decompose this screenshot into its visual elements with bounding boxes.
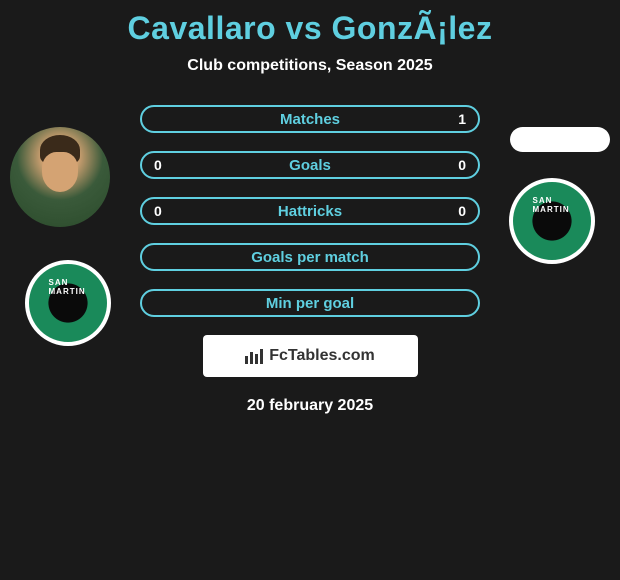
stat-label-goals: Goals xyxy=(289,157,331,174)
stat-label-gpm: Goals per match xyxy=(251,249,369,266)
player-avatar-right xyxy=(510,127,610,152)
stat-left-hattricks: 0 xyxy=(154,203,162,219)
page-title: Cavallaro vs GonzÃ¡lez xyxy=(0,10,620,47)
logo-text: FcTables.com xyxy=(269,347,375,365)
stat-bar-goals: 0 Goals 0 xyxy=(140,151,480,179)
stat-bar-matches: Matches 1 xyxy=(140,105,480,133)
logo-box[interactable]: FcTables.com xyxy=(203,335,418,377)
stat-left-goals: 0 xyxy=(154,157,162,173)
stat-bar-hattricks: 0 Hattricks 0 xyxy=(140,197,480,225)
stat-bar-mpg: Min per goal xyxy=(140,289,480,317)
badge-text-right: SAN MARTIN xyxy=(533,196,572,214)
stat-bar-gpm: Goals per match xyxy=(140,243,480,271)
stat-right-hattricks: 0 xyxy=(458,203,466,219)
stat-right-goals: 0 xyxy=(458,157,466,173)
subtitle: Club competitions, Season 2025 xyxy=(0,57,620,75)
badge-text-left: SAN MARTIN xyxy=(49,278,88,296)
date-text: 20 february 2025 xyxy=(0,397,620,415)
team-badge-left: SAN MARTIN xyxy=(25,260,111,346)
stat-label-matches: Matches xyxy=(280,111,340,128)
stat-label-hattricks: Hattricks xyxy=(278,203,342,220)
chart-icon xyxy=(245,349,263,364)
stat-right-matches: 1 xyxy=(458,111,466,127)
stats-container: Matches 1 0 Goals 0 0 Hattricks 0 Goals … xyxy=(140,105,480,317)
player-avatar-left xyxy=(10,127,110,227)
main-container: Cavallaro vs GonzÃ¡lez Club competitions… xyxy=(0,0,620,415)
stat-label-mpg: Min per goal xyxy=(266,295,354,312)
team-badge-right: SAN MARTIN xyxy=(509,178,595,264)
